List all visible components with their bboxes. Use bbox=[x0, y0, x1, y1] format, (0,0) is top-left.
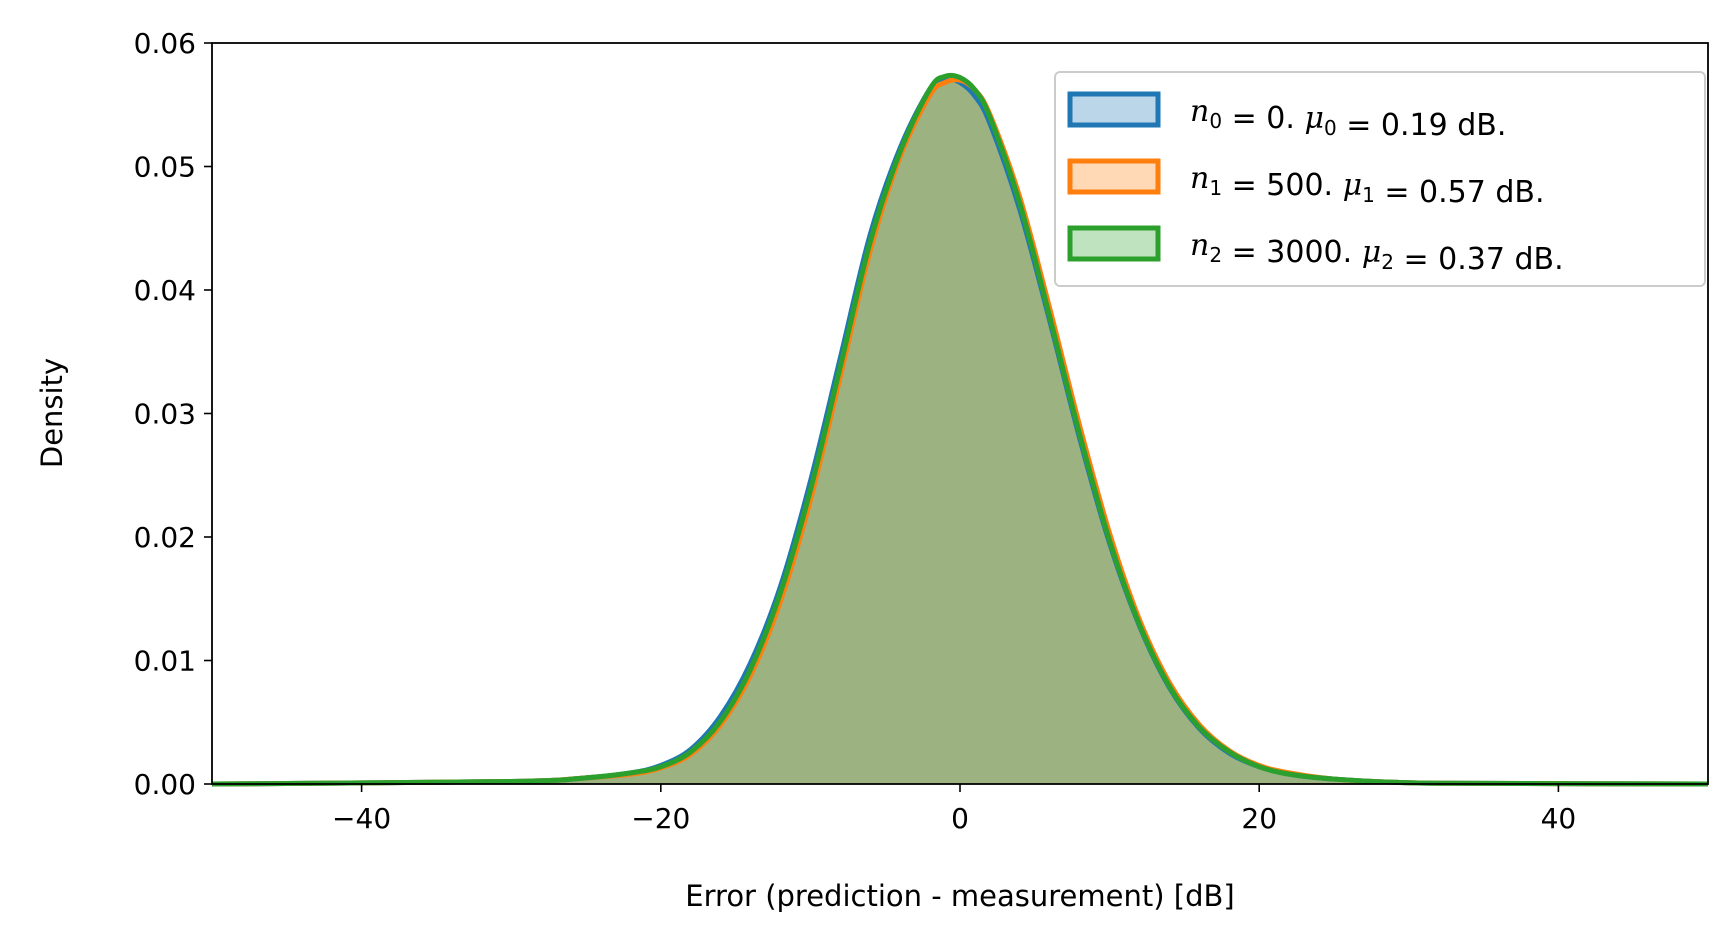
series-0-area bbox=[212, 78, 1708, 785]
y-tick-label: 0.06 bbox=[134, 27, 196, 60]
y-tick-label: 0.02 bbox=[134, 521, 196, 554]
series-2-line bbox=[211, 72, 1709, 787]
x-tick-label: 0 bbox=[951, 802, 969, 835]
y-tick-label: 0.00 bbox=[134, 768, 196, 801]
legend-entry-label: n2 = 3000. μ2 = 0.37 dB. bbox=[1190, 228, 1564, 277]
legend-box bbox=[1054, 71, 1706, 287]
y-tick-label: 0.01 bbox=[134, 645, 196, 678]
x-tick-label: 40 bbox=[1541, 802, 1577, 835]
y-axis-label: Density bbox=[35, 358, 69, 468]
legend-entry-label: n0 = 0. μ0 = 0.19 dB. bbox=[1190, 94, 1506, 143]
y-axis: 0.00 0.01 0.02 0.03 0.04 0.05 0.06 bbox=[134, 27, 212, 801]
x-axis: −40 −20 0 20 40 bbox=[332, 784, 1576, 835]
series-1-area bbox=[212, 79, 1708, 784]
y-tick-label: 0.03 bbox=[134, 398, 196, 431]
legend-swatch bbox=[1067, 158, 1161, 195]
legend-swatch bbox=[1067, 225, 1161, 262]
density-lines bbox=[211, 72, 1709, 787]
x-tick-label: −20 bbox=[631, 802, 690, 835]
density-areas bbox=[212, 75, 1708, 785]
series-2-area bbox=[212, 75, 1708, 785]
legend: n0 = 0. μ0 = 0.19 dB. n1 = 500. μ1 = 0.57… bbox=[1054, 71, 1706, 287]
legend-entry-label: n1 = 500. μ1 = 0.57 dB. bbox=[1190, 161, 1545, 210]
x-axis-label: Error (prediction - measurement) [dB] bbox=[685, 879, 1234, 913]
x-tick-label: −40 bbox=[332, 802, 391, 835]
y-tick-label: 0.04 bbox=[134, 274, 196, 307]
y-tick-label: 0.05 bbox=[134, 151, 196, 184]
legend-swatch bbox=[1067, 91, 1161, 128]
x-tick-label: 20 bbox=[1241, 802, 1277, 835]
